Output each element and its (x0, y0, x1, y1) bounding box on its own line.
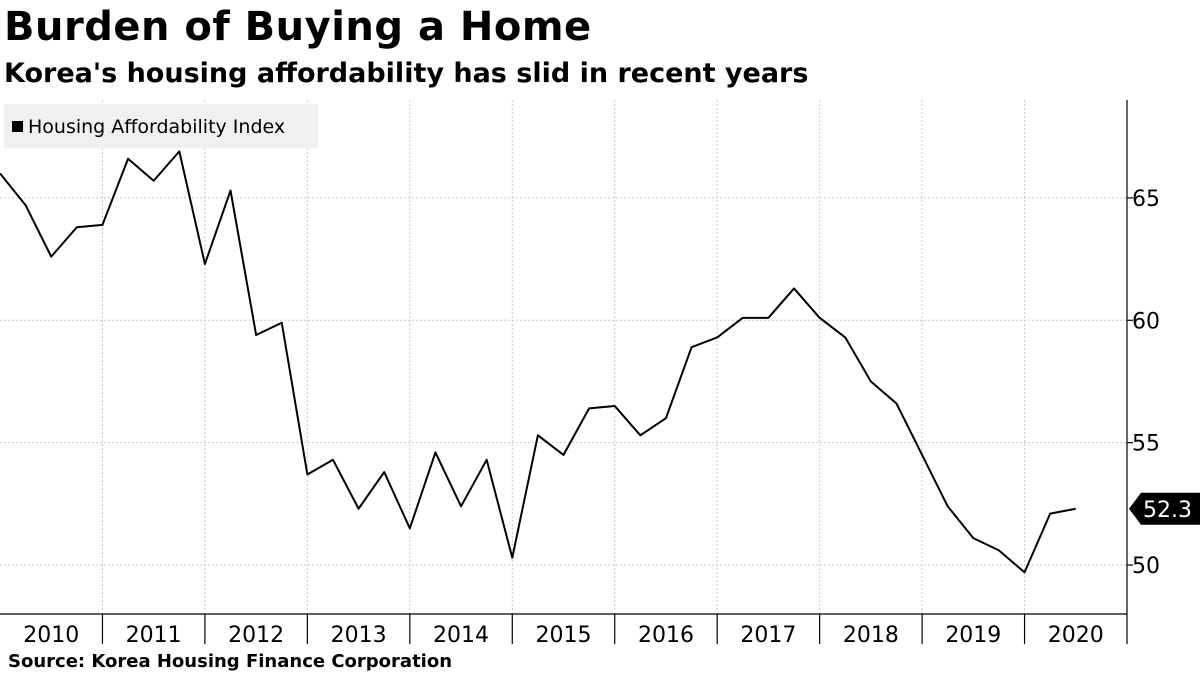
series-line-housing-affordability (0, 150, 1076, 574)
y-tick-label: 65 (1132, 187, 1160, 212)
x-tick-label: 2011 (126, 623, 182, 648)
x-tick-label: 2015 (536, 623, 592, 648)
source-note: Source: Korea Housing Finance Corporatio… (8, 651, 453, 672)
x-tick-label: 2020 (1048, 623, 1104, 648)
legend-box (4, 104, 318, 148)
last-value-label: 52.3 (1143, 498, 1192, 523)
legend-label: Housing Affordability Index (28, 116, 285, 138)
y-tick-label: 50 (1132, 554, 1160, 579)
last-value-badge (1129, 492, 1200, 525)
x-tick-label: 2013 (331, 623, 387, 648)
x-tick-label: 2019 (945, 623, 1001, 648)
legend-swatch (12, 121, 23, 132)
x-tick-label: 2012 (228, 623, 284, 648)
chart-title: Burden of Buying a Home (4, 4, 592, 50)
x-tick-label: 2016 (638, 623, 694, 648)
x-tick-label: 2014 (433, 623, 489, 648)
chart-subtitle: Korea's housing affordability has slid i… (4, 58, 809, 89)
y-tick-label: 60 (1132, 309, 1160, 334)
x-tick-label: 2010 (23, 623, 79, 648)
x-tick-label: 2018 (843, 623, 899, 648)
y-tick-label: 55 (1132, 432, 1160, 457)
x-tick-label: 2017 (740, 623, 796, 648)
